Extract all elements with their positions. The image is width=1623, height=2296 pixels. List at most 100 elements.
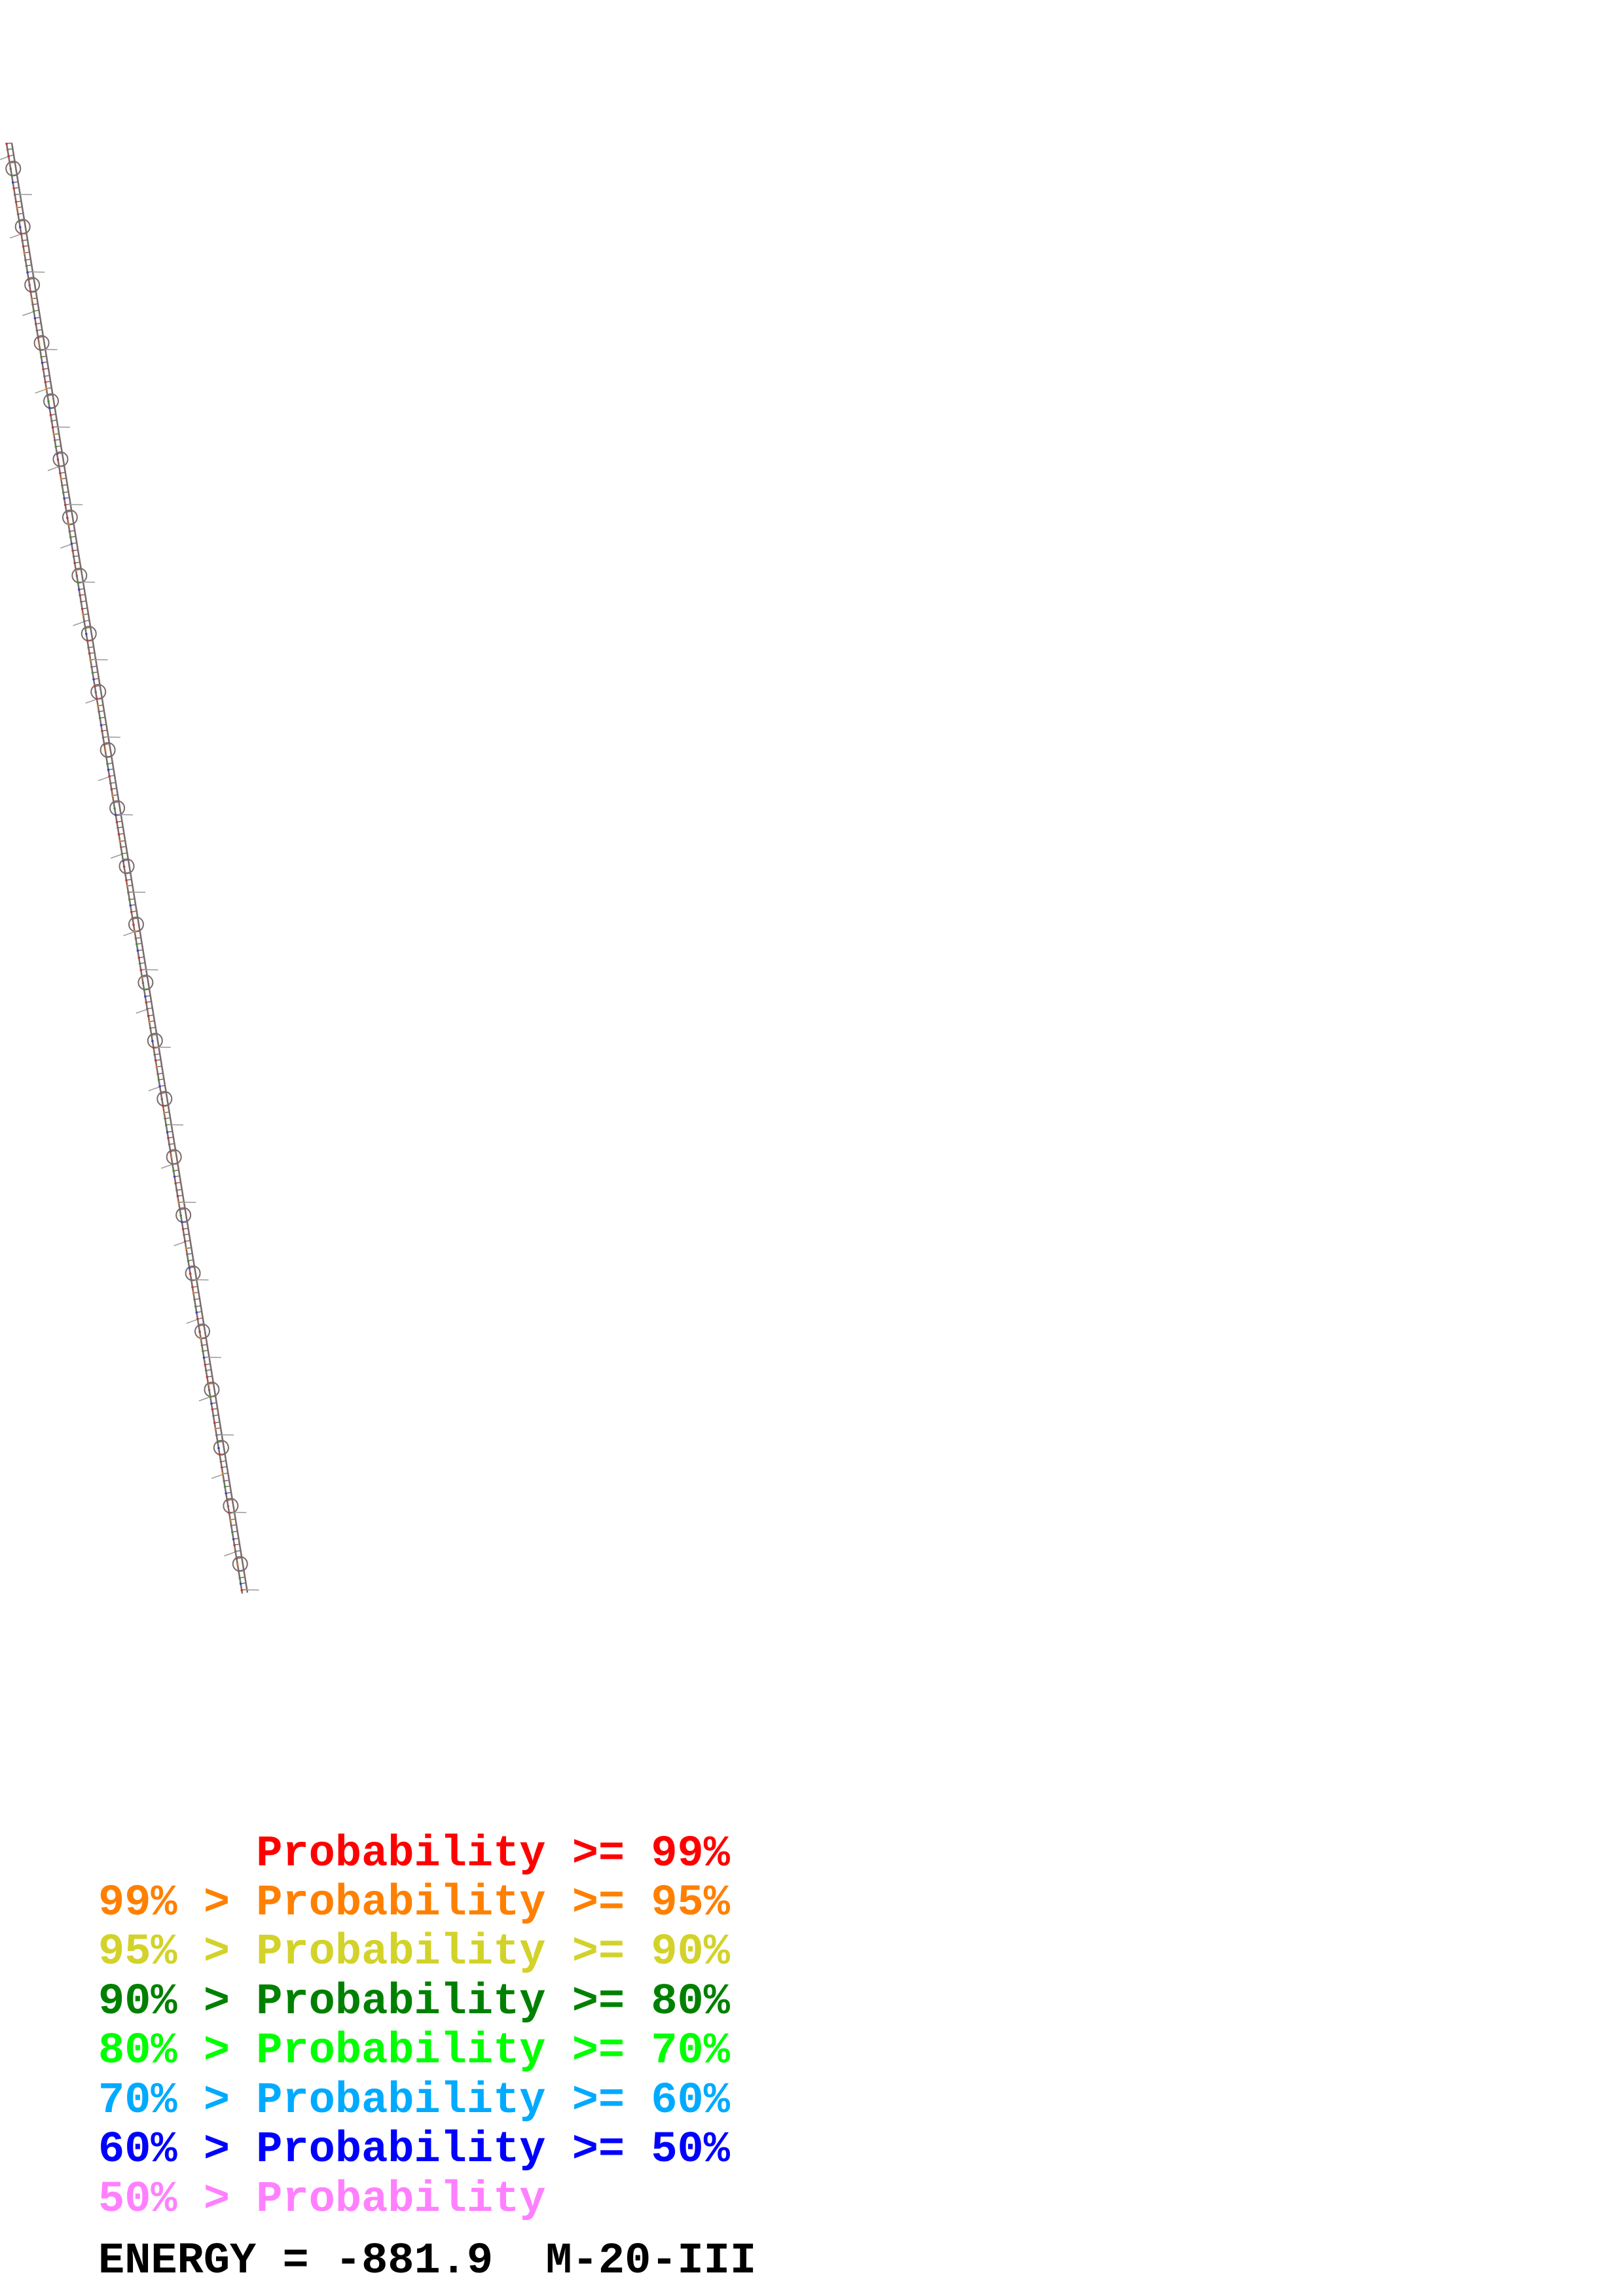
nucleotide <box>154 1059 157 1062</box>
nucleotide <box>156 1073 159 1075</box>
nucleotide <box>128 898 131 901</box>
internal-loop <box>81 626 97 642</box>
nucleotide <box>40 355 43 359</box>
nucleotide <box>190 1279 193 1282</box>
nucleotide <box>90 666 93 668</box>
nucleotide <box>176 1194 179 1198</box>
nucleotide <box>77 588 81 591</box>
nucleotide <box>73 562 76 565</box>
rna-structure-diagram <box>0 142 259 1594</box>
internal-loop <box>166 1149 182 1165</box>
nucleotide <box>187 1259 190 1263</box>
nucleotide <box>67 523 70 526</box>
nucleotide <box>58 465 60 467</box>
nucleotide <box>66 516 69 519</box>
nucleotide <box>185 1247 188 1250</box>
nucleotide <box>13 193 16 196</box>
nucleotide <box>119 840 122 843</box>
nucleotide <box>196 1318 199 1320</box>
nucleotide <box>189 1272 192 1275</box>
nucleotide <box>132 924 135 926</box>
nucleotide <box>162 1111 166 1115</box>
legend-line-60: 70% > Probability >= 60% <box>98 2076 730 2126</box>
nucleotide <box>179 1214 182 1217</box>
nucleotide <box>177 1201 180 1204</box>
nucleotide <box>219 1460 223 1463</box>
nucleotide <box>145 1001 148 1004</box>
nucleotide <box>42 368 45 370</box>
nucleotide <box>37 342 41 345</box>
internal-loop <box>119 858 135 874</box>
nucleotide <box>183 1233 185 1236</box>
nucleotide <box>29 290 32 293</box>
nucleotide <box>51 426 54 429</box>
nucleotide <box>35 329 39 332</box>
internal-loop <box>147 1033 163 1049</box>
legend-line-90: 95% > Probability >= 90% <box>98 1928 730 1977</box>
nucleotide <box>227 1505 230 1508</box>
nucleotide <box>24 259 27 262</box>
legend-line-95: 99% > Probability >= 95% <box>98 1878 730 1928</box>
nucleotide <box>181 1228 185 1230</box>
nucleotide <box>68 530 71 533</box>
nucleotide <box>223 1485 227 1488</box>
nucleotide <box>144 995 147 998</box>
legend-line-70: 80% > Probability >= 70% <box>98 2026 730 2076</box>
nucleotide <box>6 148 9 151</box>
nucleotide <box>32 310 35 313</box>
nucleotide <box>164 1124 168 1126</box>
nucleotide <box>111 794 114 797</box>
nucleotide <box>22 245 25 248</box>
nucleotide <box>147 1014 150 1017</box>
nucleotide <box>107 768 110 771</box>
nucleotide <box>35 323 37 325</box>
nucleotide <box>16 213 20 216</box>
nucleotide <box>50 420 53 422</box>
nucleotide <box>204 1369 208 1372</box>
nucleotide <box>170 1156 173 1159</box>
nucleotide <box>186 1253 189 1256</box>
nucleotide <box>44 381 47 384</box>
nucleotide <box>96 704 100 708</box>
nucleotide <box>60 478 63 480</box>
internal-loop <box>24 277 41 293</box>
nucleotide <box>143 988 145 991</box>
internal-loop <box>204 1382 220 1398</box>
nucleotide <box>101 736 105 739</box>
nucleotide <box>86 639 89 642</box>
nucleotide <box>77 581 79 584</box>
nucleotide <box>234 1550 237 1553</box>
nucleotide <box>48 406 51 410</box>
nucleotide <box>63 497 65 500</box>
nucleotide <box>166 1131 169 1134</box>
nucleotide <box>155 1066 158 1068</box>
nucleotide <box>114 814 117 816</box>
nucleotide <box>45 387 48 390</box>
internal-loop <box>100 742 116 758</box>
nucleotide <box>149 1027 152 1030</box>
nucleotide <box>7 154 10 158</box>
nucleotide <box>9 168 12 170</box>
internal-loop <box>62 509 78 526</box>
legend-line-below-50: 50% > Probability <box>98 2175 546 2225</box>
nucleotide <box>12 187 15 190</box>
nucleotide <box>136 949 139 952</box>
nucleotide <box>26 271 29 274</box>
nucleotide <box>208 1388 211 1391</box>
internal-loop <box>194 1323 211 1340</box>
nucleotide <box>79 594 81 597</box>
nucleotide <box>231 1531 234 1534</box>
nucleotide <box>23 251 26 255</box>
nucleotide <box>174 1182 177 1185</box>
nucleotide <box>171 1162 174 1165</box>
nucleotide <box>228 1511 230 1514</box>
nucleotide <box>214 1427 217 1430</box>
nucleotide <box>91 672 94 674</box>
nucleotide <box>43 375 46 378</box>
nucleotide <box>117 827 119 829</box>
nucleotide <box>109 782 112 785</box>
nucleotide <box>199 1336 202 1340</box>
internal-loop <box>90 684 107 700</box>
internal-loop <box>175 1207 192 1223</box>
nucleotide <box>191 1285 194 1289</box>
